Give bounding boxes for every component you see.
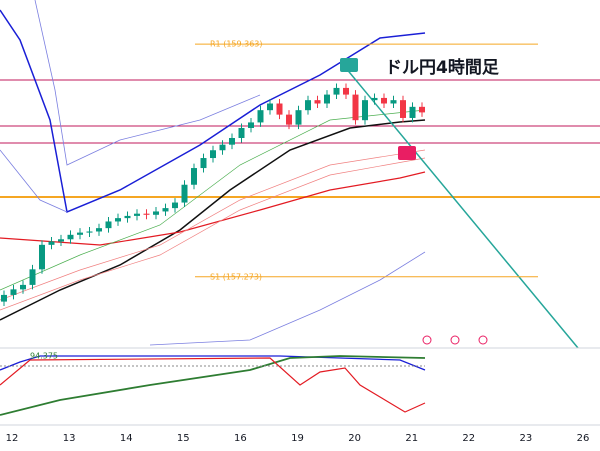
candle-body <box>419 106 425 113</box>
candle-body <box>58 239 64 242</box>
x-tick-label: 15 <box>177 433 190 444</box>
candle-body <box>191 168 197 185</box>
icon <box>422 335 432 345</box>
candle-body <box>343 87 349 95</box>
trend-line <box>344 66 579 349</box>
x-tick-label: 21 <box>405 433 418 444</box>
band <box>149 251 426 346</box>
ma <box>0 157 426 311</box>
candle-body <box>124 215 131 219</box>
candle-body <box>1 294 7 302</box>
ma <box>0 149 426 301</box>
pivot-label: R1 (159.363) <box>210 40 263 49</box>
x-tick-label: 20 <box>348 433 361 444</box>
x-tick-label: 12 <box>6 433 19 444</box>
candle-body <box>29 269 36 285</box>
annotation: ドル円4時間足 <box>385 57 499 78</box>
ma <box>0 119 426 321</box>
candle-body <box>276 103 283 115</box>
candle-body <box>10 289 17 295</box>
ma <box>0 109 426 291</box>
candle-body <box>295 110 302 125</box>
x-tick-label: 14 <box>120 433 133 444</box>
candle-body <box>143 213 150 215</box>
candle-body <box>248 122 254 128</box>
candle-body <box>362 100 368 121</box>
candle-body <box>67 234 74 240</box>
candle-body <box>39 244 45 270</box>
candle-body <box>172 202 178 209</box>
osc-line <box>0 357 426 413</box>
candle-body <box>219 144 226 151</box>
pivot-label: S1 (157.273) <box>210 272 262 281</box>
candle-body <box>286 114 292 125</box>
candle-body <box>96 228 102 232</box>
candle-body <box>229 138 235 145</box>
candle-body <box>105 221 112 229</box>
icon <box>478 335 488 345</box>
band <box>0 149 68 213</box>
marker-down <box>398 146 416 160</box>
candle-body <box>314 100 321 104</box>
candle-body <box>257 110 264 123</box>
candle-body <box>305 100 311 111</box>
candle-body <box>115 218 121 222</box>
x-tick-label: 26 <box>577 433 590 444</box>
x-tick-label: 13 <box>63 433 76 444</box>
x-tick-label: 19 <box>291 433 304 444</box>
osc-line <box>0 355 426 416</box>
candle-body <box>390 100 397 104</box>
candle-body <box>48 241 55 245</box>
candle-body <box>20 284 26 290</box>
x-tick-label: 16 <box>234 433 247 444</box>
candle-body <box>162 208 169 212</box>
band <box>34 0 261 166</box>
candle-body <box>238 127 245 138</box>
candle-body <box>86 231 93 233</box>
candle-body <box>324 94 330 104</box>
ma <box>0 171 426 246</box>
upper-band <box>0 9 426 214</box>
x-tick-label: 23 <box>520 433 533 444</box>
icon <box>450 335 460 345</box>
candle-body <box>210 150 216 159</box>
x-tick-label: 22 <box>462 433 475 444</box>
candle-body <box>352 94 359 121</box>
osc-line <box>0 355 426 371</box>
candle-body <box>333 87 340 95</box>
candle-body <box>381 97 387 104</box>
marker-up <box>340 58 358 72</box>
candle-body <box>134 213 140 216</box>
osc-value: 94.375 <box>30 352 58 361</box>
candle-body <box>371 97 378 101</box>
candle-body <box>153 211 159 215</box>
candle-body <box>77 232 83 235</box>
candle-body <box>400 100 406 118</box>
candle-body <box>409 106 416 118</box>
candle-body <box>267 103 273 111</box>
candle-body <box>200 158 207 169</box>
candle-body <box>181 184 188 203</box>
